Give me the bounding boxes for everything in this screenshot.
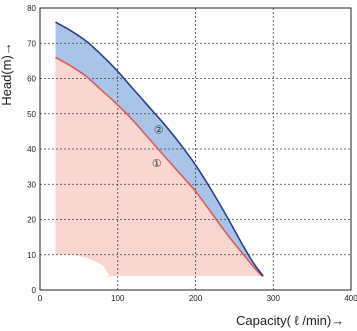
- x-tick-label: 100: [111, 294, 125, 303]
- y-tick-label: 10: [27, 251, 36, 260]
- plot-frame: [39, 7, 352, 291]
- y-tick-label: 50: [27, 110, 36, 119]
- y-tick-label: 60: [27, 75, 36, 84]
- y-tick-label: 20: [27, 216, 36, 225]
- x-tick-label: 0: [38, 294, 43, 303]
- y-tick-label: 30: [27, 180, 36, 189]
- x-axis-title: Capacity( ℓ /min)→: [236, 313, 344, 328]
- y-tick-label: 70: [27, 39, 36, 48]
- y-tick-label: 0: [32, 286, 37, 295]
- series-line-1: [55, 56, 263, 277]
- curve-label-1: ①: [152, 157, 162, 170]
- y-tick-label: 80: [27, 4, 36, 13]
- grid-lines: [40, 8, 351, 290]
- series-line-2: [55, 21, 264, 277]
- curve-labels: ②①: [152, 124, 164, 171]
- x-tick-label: 400: [344, 294, 357, 303]
- area-under-curve-1: [55, 57, 262, 277]
- tick-labels: 0 100 200 300 400 0 10 20 30 40 50 60 70 80: [27, 4, 357, 303]
- plot-border: [39, 7, 352, 291]
- series-lines: [55, 21, 264, 277]
- y-axis-title: Head(m)→: [0, 42, 14, 106]
- x-tick-label: 300: [267, 294, 281, 303]
- curve-label-2: ②: [154, 124, 164, 137]
- y-tick-label: 40: [27, 145, 36, 154]
- x-tick-label: 200: [189, 294, 203, 303]
